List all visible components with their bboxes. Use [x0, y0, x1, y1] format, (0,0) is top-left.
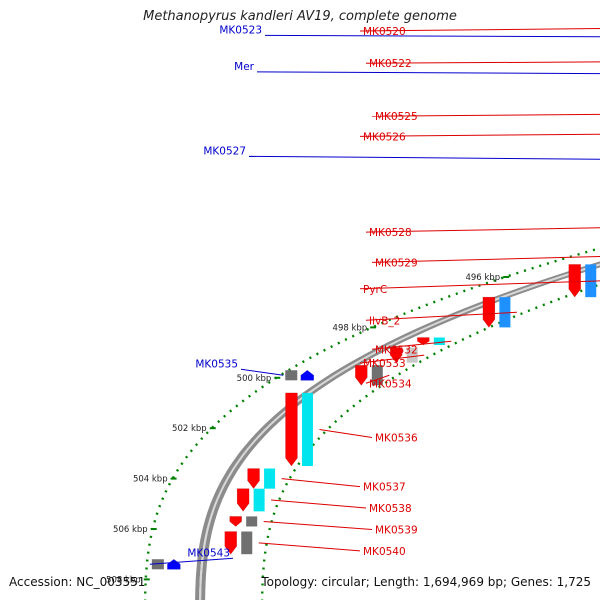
gene-class-block [151, 559, 164, 570]
reverse-gene-label: MK0536 [375, 432, 418, 444]
reverse-gene-label: MK0539 [375, 524, 418, 536]
reverse-gene-mk0538 [236, 488, 250, 512]
label-leader [365, 374, 390, 384]
forward-gene-mk0543 [167, 558, 181, 570]
reverse-gene-mk0534 [354, 364, 368, 386]
reverse-gene-mk0537 [247, 468, 260, 490]
label-leader [319, 428, 373, 438]
scale-track [143, 246, 600, 600]
reverse-gene-label: MK0522 [369, 58, 412, 70]
gene-class-block [285, 370, 298, 381]
reverse-gene-label: MK0520 [363, 26, 406, 38]
gene-class-block [499, 297, 511, 328]
genome-summary: Topology: circular; Length: 1,694,969 bp… [261, 575, 591, 589]
forward-gene-label: MK0535 [195, 358, 238, 370]
reverse-gene-label: MK0528 [369, 227, 412, 239]
scale-label: 496 kbp [465, 273, 500, 283]
reverse-gene-label: MK0538 [369, 503, 412, 515]
gene-class-block [371, 365, 383, 386]
scale-label: 508 kbp [106, 575, 141, 585]
tick-layer: 486 kbp488 kbp490 kbp492 kbp494 kbp496 k… [106, 246, 600, 600]
gene-class-block [253, 488, 265, 512]
forward-gene-mk0535 [300, 369, 315, 381]
reverse-gene-label: IlvB_2 [369, 315, 400, 327]
scale-label: 504 kbp [133, 475, 168, 485]
scale-label: 506 kbp [113, 525, 148, 535]
label-leader [248, 155, 600, 160]
forward-gene-label: MK0543 [187, 547, 230, 559]
label-leader [371, 256, 600, 263]
label-lines-layer [149, 27, 600, 565]
reverse-gene-mk0533 [389, 347, 403, 364]
gene-class-block [433, 337, 445, 346]
gene-class-block [301, 392, 313, 466]
scale-label: 502 kbp [172, 424, 207, 434]
label-leader [149, 557, 234, 565]
label-leader [359, 354, 425, 364]
reverse-gene-mk0540 [224, 531, 238, 555]
label-leader [365, 227, 600, 233]
reverse-gene-label: MK0540 [363, 546, 406, 558]
reverse-gene-mk0536 [285, 392, 298, 467]
reverse-gene-mk0539 [229, 516, 242, 527]
reverse-gene-label: MK0529 [375, 257, 418, 269]
backbone-edge-right [201, 263, 600, 600]
label-leader [371, 113, 600, 117]
gene-class-block [241, 531, 253, 555]
forward-gene-label: MK0527 [203, 145, 246, 157]
reverse-gene-label: MK0525 [375, 111, 418, 123]
gene-class-block [264, 468, 276, 489]
map-title: Methanopyrus kandleri AV19, complete gen… [143, 9, 457, 24]
label-layer: MK0520 MK0522 MK0525 MK0526 MK0528 MK0529 PyrC… [187, 24, 418, 559]
gene-class-block [406, 347, 418, 363]
reverse-gene-label: MK0526 [363, 131, 406, 143]
label-leader [359, 280, 600, 290]
reverse-gene-mk0532 [417, 337, 430, 346]
accession-text: Accession: NC_003551 [9, 575, 146, 589]
reverse-gene-pyrc [568, 264, 582, 298]
scale-label: 498 kbp [333, 323, 368, 333]
scale-label: 500 kbp [237, 374, 272, 384]
label-leader [281, 478, 361, 488]
reverse-gene-label: MK0534 [369, 378, 412, 390]
forward-gene-label: MK0523 [219, 24, 262, 36]
reverse-gene-label: MK0537 [363, 482, 406, 494]
label-leader [263, 520, 373, 530]
label-leader [256, 71, 600, 75]
reverse-gene-ilvb_2 [482, 296, 496, 328]
label-leader [240, 368, 284, 376]
reverse-gene-label: MK0533 [363, 358, 406, 370]
label-leader [359, 133, 600, 137]
label-leader [271, 499, 367, 509]
label-leader [264, 34, 600, 38]
gene-class-block [246, 516, 258, 527]
label-leader [258, 542, 361, 552]
label-leader [371, 340, 452, 350]
forward-gene-label: Mer [234, 61, 255, 73]
label-leader [365, 311, 517, 321]
reverse-gene-label: MK0532 [375, 344, 418, 356]
reverse-gene-label: PyrC [363, 284, 387, 296]
scale-track [260, 283, 600, 600]
